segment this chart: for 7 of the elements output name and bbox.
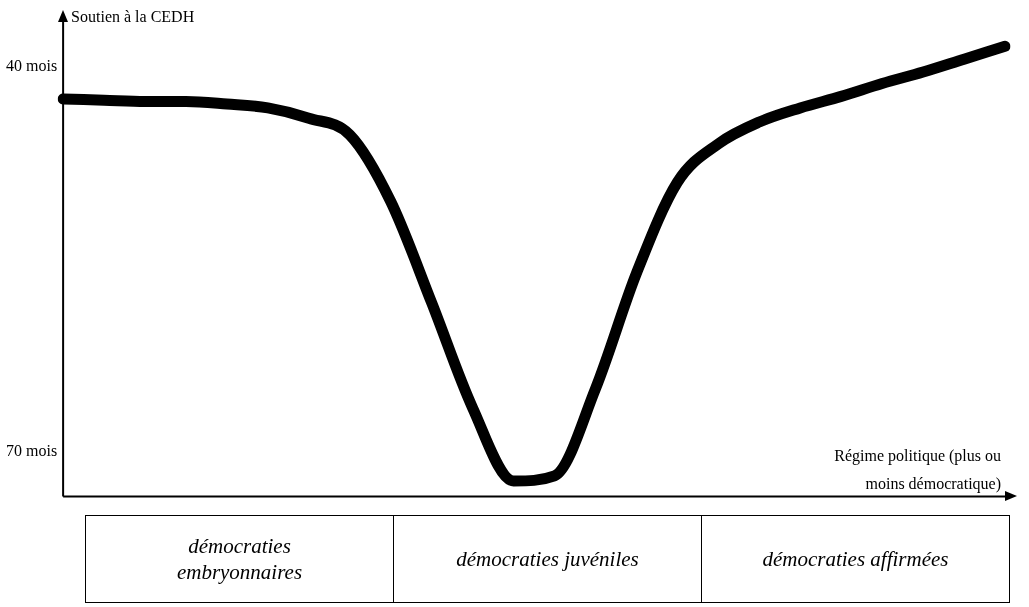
text: démocraties juvéniles <box>393 515 702 603</box>
y-tick-label: 40 mois <box>5 57 58 75</box>
text: démocraties embryonnaires <box>85 515 394 603</box>
y-tick-label: 70 mois <box>5 441 58 459</box>
x-axis-title: Régime politique (plus ou moins démocratique) <box>834 446 1001 493</box>
y-axis-title: Soutien à la CEDH <box>71 8 195 26</box>
text: démocraties affirmées <box>701 515 1010 603</box>
